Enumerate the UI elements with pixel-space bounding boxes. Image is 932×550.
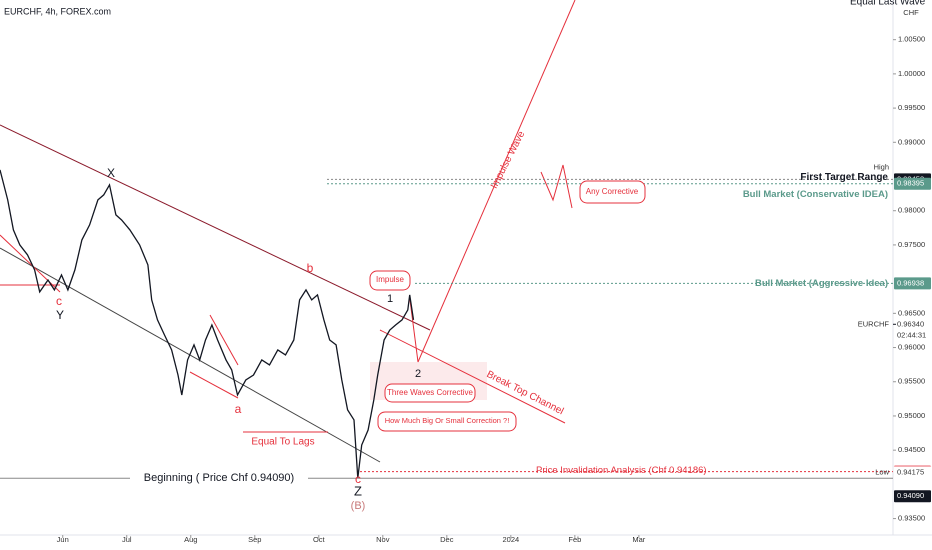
annotation: b (307, 261, 314, 275)
annotation: Impulse Wave (489, 129, 528, 191)
impulse-line (417, 0, 576, 363)
level-label: Beginning ( Price Chf 0.94090) (144, 472, 294, 484)
y-tick-label: 0.93500 (898, 514, 925, 523)
y-tick-label: 0.99500 (898, 103, 925, 112)
annotation: c (355, 472, 361, 486)
price-tag-label: 0.98395 (897, 179, 924, 188)
price-tag-label: 0.94090 (897, 491, 924, 500)
annotation: 2 (415, 368, 421, 380)
zigzag (540, 164, 573, 209)
x-tick-label: Aug (184, 535, 197, 544)
callout-box (384, 383, 476, 403)
annotation: Equal To Lags (251, 437, 314, 448)
price-tag-label: 0.96340 (897, 319, 924, 328)
x-tick-label: Jul (122, 535, 132, 544)
price-line (0, 169, 415, 479)
annotation: X (107, 166, 115, 180)
annotation: How Much Big Or Small Correction ?! (385, 416, 510, 425)
x-tick-label: Nov (376, 535, 390, 544)
y-tick-label: 0.95000 (898, 411, 925, 420)
y-tick-label: 0.96000 (898, 343, 925, 352)
y-tick-label: 0.95500 (898, 377, 925, 386)
x-tick-label: Oct (313, 535, 326, 544)
wave-line (209, 314, 239, 366)
y-tick-label: 0.97500 (898, 240, 925, 249)
annotation: Y (56, 308, 64, 322)
label-bg (130, 470, 308, 487)
wave-line (409, 299, 419, 363)
callout-box (579, 180, 646, 204)
wave-line (189, 371, 239, 399)
x-tick-label: Mar (632, 535, 645, 544)
annotation: a (235, 402, 242, 416)
x-tick-label: 2024 (502, 535, 519, 544)
x-tick-label: Dec (440, 535, 454, 544)
x-tick-label: Sep (248, 535, 261, 544)
low-label: Low (875, 467, 889, 476)
annotation: c (56, 294, 62, 308)
y-tick-label: 1.00500 (898, 35, 925, 44)
price-tag (894, 277, 931, 290)
y-tick-label: 0.98000 (898, 206, 925, 215)
level-label: Bull Market (Conservative IDEA) (743, 189, 888, 200)
price-tag (894, 466, 931, 479)
x-tick-label: Jun (57, 535, 69, 544)
annotation: Equal Last Wave (850, 0, 926, 8)
break-line (379, 329, 566, 424)
callout-box (377, 411, 517, 432)
price-tag (894, 177, 931, 190)
y-tick-label: 0.99000 (898, 137, 925, 146)
high-label: High (874, 162, 889, 171)
price-tag-label: 0.94175 (897, 467, 924, 476)
annotation: Break Top Channel (485, 369, 566, 417)
level-label: Bull Market (Aggressive Idea) (755, 278, 888, 289)
level-label: Price Invalidation Analysis (Chf 0.94186… (536, 465, 707, 476)
chart-title: EURCHF, 4h, FOREX.com (4, 6, 111, 16)
x-tick-label: Feb (568, 535, 581, 544)
price-axis (893, 0, 932, 550)
level-label: First Target Range (800, 172, 888, 183)
annotation: (B) (351, 500, 366, 512)
y-tick-label: 1.00000 (898, 69, 925, 78)
currency: CHF (903, 8, 919, 17)
countdown: 02:44:31 (897, 330, 926, 339)
annotation: Three Waves Corrective (387, 388, 474, 397)
price-tag-label: 0.96938 (897, 278, 924, 287)
annotation: 1 (387, 293, 393, 305)
annotation: Any Corrective (586, 187, 639, 196)
price-tag (894, 490, 931, 503)
annotation: Impulse (376, 275, 405, 284)
annotation: Z (354, 483, 362, 498)
y-tick-label: 0.96500 (898, 308, 925, 317)
y-tick-label: 0.94500 (898, 445, 925, 454)
callout-box (369, 270, 411, 291)
channel-top (0, 124, 431, 331)
symbol-tag: EURCHF (858, 319, 890, 328)
